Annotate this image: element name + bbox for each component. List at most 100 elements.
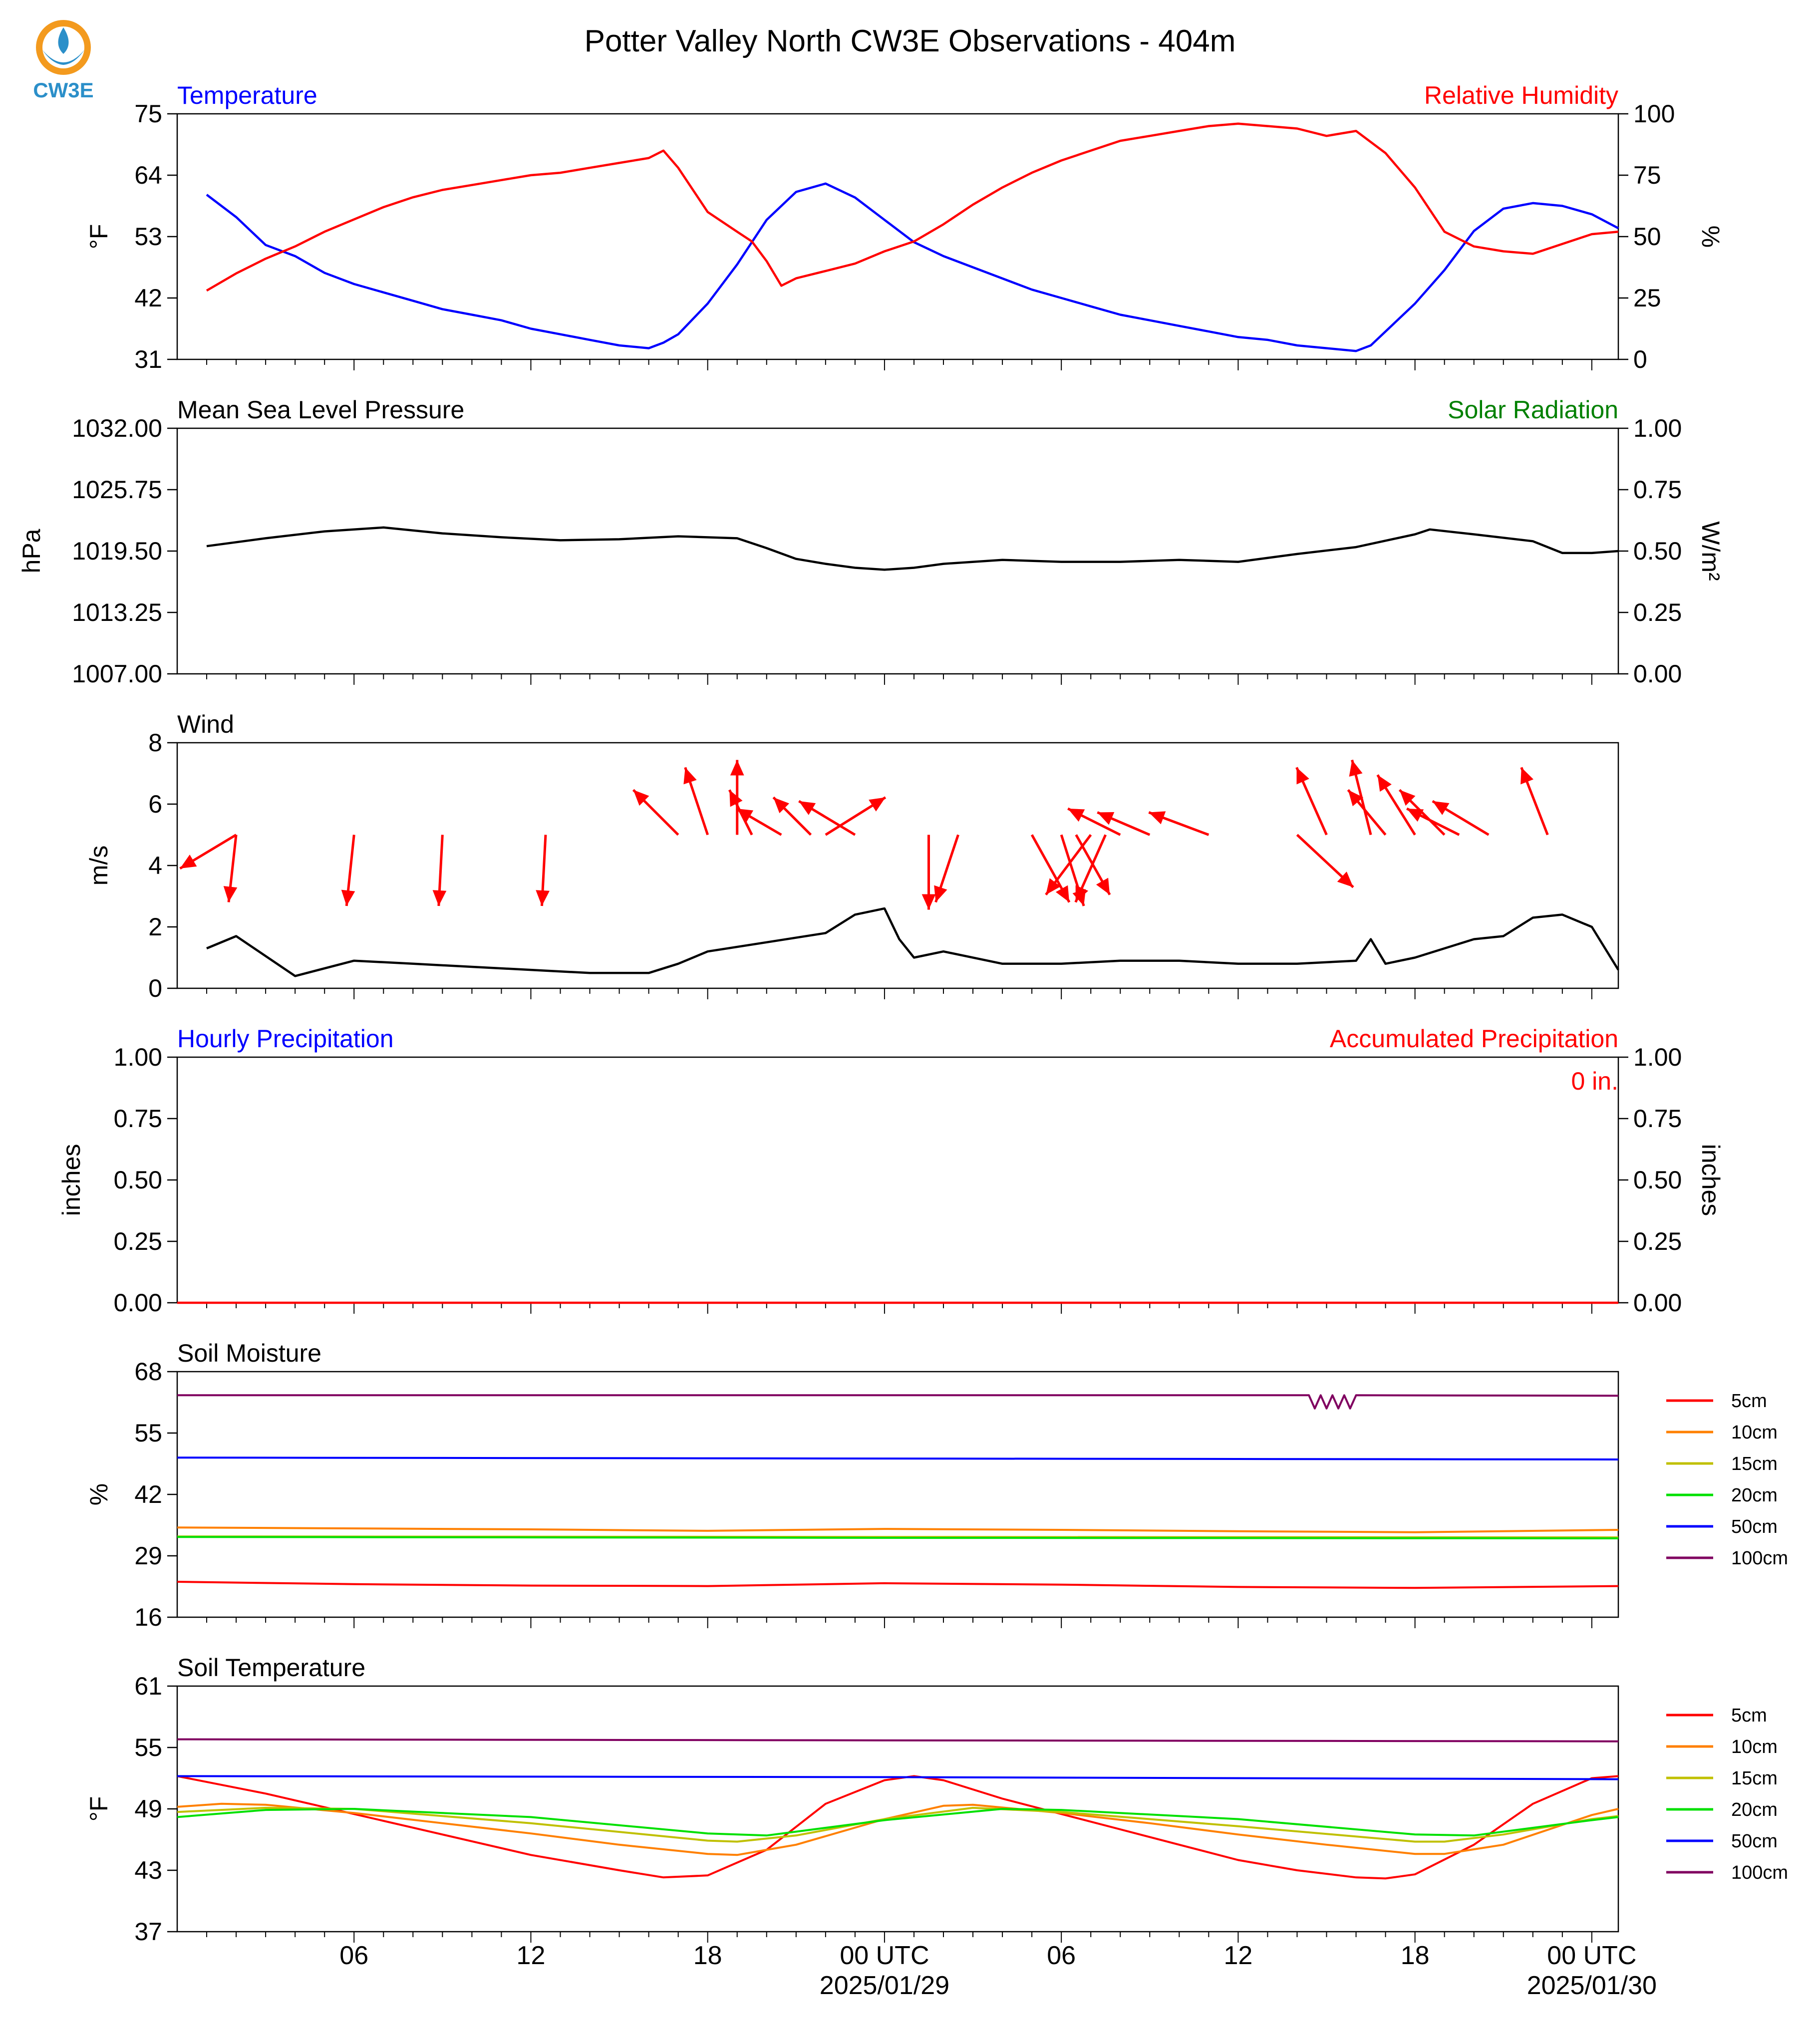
y-tick-label-left: 64 — [134, 161, 162, 189]
series-line-50cm — [177, 1456, 1619, 1460]
y-axis-label-right: % — [1697, 226, 1725, 248]
y-tick-label-right: 50 — [1633, 223, 1661, 251]
wind-arrow-head — [1149, 811, 1166, 825]
y-tick-label-left: 0.25 — [114, 1227, 162, 1255]
series-line-mean-sea-level-pressure — [206, 526, 1619, 571]
y-tick-label-left: 1013.25 — [72, 598, 162, 626]
panel-title-left: Soil Temperature — [177, 1654, 365, 1682]
wind-arrow-head — [180, 855, 197, 869]
legend-entry: 100cm — [1731, 1862, 1788, 1883]
y-axis-label-right: W/m² — [1697, 521, 1725, 580]
y-axis-label-left: hPa — [17, 529, 45, 573]
wind-barbs — [179, 759, 1549, 910]
wind-arrow-head — [1432, 801, 1450, 815]
figure-title: Potter Valley North CW3E Observations - … — [585, 24, 1236, 58]
panel-frame — [176, 113, 1619, 360]
wind-arrow-head — [633, 790, 649, 806]
y-tick-label-left: 61 — [134, 1672, 162, 1700]
y-tick-label-right: 0.25 — [1633, 598, 1682, 626]
y-tick-label-left: 0.75 — [114, 1105, 162, 1133]
y-tick-label-left: 49 — [134, 1795, 162, 1823]
panel-title-left: Wind — [177, 710, 234, 738]
series-line-100cm — [177, 1394, 1619, 1410]
x-date-label: 2025/01/29 — [820, 1971, 949, 2000]
y-tick-label-left: 31 — [134, 345, 162, 373]
y-tick-label-left: 55 — [134, 1419, 162, 1447]
wind-arrow-head — [1296, 767, 1309, 785]
y-tick-label-left: 1025.75 — [72, 476, 162, 504]
panel-1: 75 64 53 42 31 100 75 50 25 0 Temperature Relative … — [85, 81, 1725, 373]
wind-arrow-head — [1068, 809, 1085, 822]
y-tick-label-left: 53 — [134, 223, 162, 251]
y-tick-label-left: 43 — [134, 1856, 162, 1884]
y-axis-label-left: °F — [85, 1796, 113, 1822]
legend-entry: 10cm — [1731, 1422, 1778, 1443]
panel-title-left: Mean Sea Level Pressure — [177, 396, 464, 424]
wind-arrow-head — [223, 886, 238, 902]
wind-arrow-head — [1399, 790, 1416, 806]
y-tick-label-left: 16 — [134, 1603, 162, 1631]
series-line-20cm — [177, 1536, 1619, 1539]
series-line-temperature — [206, 182, 1619, 352]
panel-title-left: Soil Moisture — [177, 1339, 321, 1367]
y-tick-label-left: 4 — [148, 852, 162, 879]
x-date-label: 2025/01/30 — [1527, 1971, 1657, 2000]
series-line-10cm — [177, 1802, 1619, 1856]
wind-arrow-head — [1097, 812, 1115, 825]
precip-total-label: 0 in. — [1571, 1067, 1618, 1095]
legend: 5cm 10cm 15cm 20cm 50cm 100cm — [1666, 1705, 1788, 1883]
x-tick-label: 12 — [517, 1941, 546, 1970]
y-tick-label-left: 42 — [134, 284, 162, 312]
legend-entry: 5cm — [1731, 1391, 1767, 1412]
y-tick-label-left: 42 — [134, 1480, 162, 1508]
legend: 5cm 10cm 15cm 20cm 50cm 100cm — [1666, 1391, 1788, 1569]
wind-arrow-head — [773, 797, 790, 814]
y-tick-label-left: 0.50 — [114, 1166, 162, 1194]
y-tick-label-left: 29 — [134, 1542, 162, 1570]
panel-title-right: Solar Radiation — [1448, 396, 1618, 424]
panel-title-left: Hourly Precipitation — [177, 1025, 394, 1053]
wind-arrow-head — [341, 889, 355, 906]
series-line-10cm — [177, 1526, 1619, 1533]
y-tick-label-left: 8 — [148, 729, 162, 757]
y-axis-label-left: inches — [57, 1144, 85, 1216]
series-line-20cm — [177, 1808, 1619, 1837]
legend-entry: 100cm — [1731, 1548, 1788, 1569]
series-line-50cm — [177, 1775, 1619, 1780]
panel-6: 61 55 49 43 37 Soil Temperature °F 5cm 10cm 15cm 2… — [85, 1654, 1788, 1946]
y-tick-label-left: 37 — [134, 1918, 162, 1946]
wind-arrow-head — [934, 885, 947, 902]
y-axis-label-left: °F — [85, 224, 113, 250]
panel-3: 8 6 4 2 0 Wind m/s — [85, 710, 1619, 1002]
water-drop-icon — [58, 27, 69, 54]
wind-arrow-head — [1407, 809, 1424, 822]
wind-arrow-head — [1075, 885, 1089, 902]
y-tick-label-left: 1019.50 — [72, 537, 162, 565]
x-tick-label: 00 UTC — [1547, 1941, 1636, 1970]
series-line-relative-humidity — [206, 122, 1619, 292]
y-tick-label-right: 0.00 — [1633, 1289, 1682, 1317]
y-tick-label-right: 0.75 — [1633, 476, 1682, 504]
y-tick-label-left: 0 — [148, 974, 162, 1002]
series-line-5cm — [177, 1581, 1619, 1589]
x-tick-label: 12 — [1223, 1941, 1252, 1970]
y-tick-label-left: 2 — [148, 913, 162, 941]
panel-frame — [176, 1056, 1619, 1304]
panel-frame — [176, 1685, 1619, 1933]
legend-entry: 50cm — [1731, 1831, 1778, 1852]
panel-frame — [176, 1371, 1619, 1618]
legend-entry: 20cm — [1731, 1799, 1778, 1820]
wind-arrow-head — [1055, 885, 1070, 902]
wind-arrow-head — [1377, 775, 1392, 792]
y-tick-label-left: 75 — [134, 100, 162, 128]
logo-text: CW3E — [33, 78, 93, 102]
y-tick-label-left: 0.00 — [114, 1289, 162, 1317]
y-tick-label-right: 0.50 — [1633, 537, 1682, 565]
x-tick-label: 18 — [1401, 1941, 1430, 1970]
y-axis-label-left: % — [85, 1483, 113, 1505]
legend-entry: 5cm — [1731, 1705, 1767, 1726]
y-tick-label-right: 75 — [1633, 161, 1661, 189]
